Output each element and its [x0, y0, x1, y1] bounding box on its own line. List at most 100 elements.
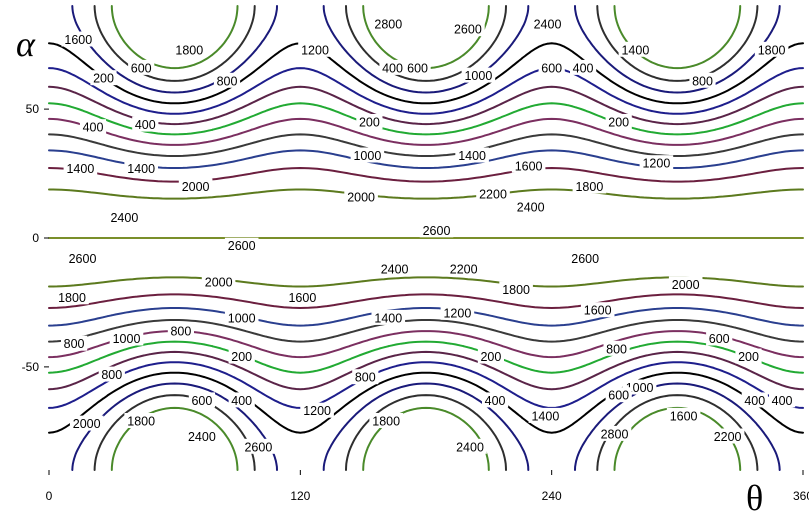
contour-label-bg [754, 41, 789, 57]
x-tick-label: 0 [46, 489, 53, 503]
contour-label: 2000 [73, 417, 101, 431]
contour-label: 2800 [601, 427, 629, 441]
contour-label-bg [178, 178, 213, 194]
contour-label: 600 [541, 61, 562, 75]
contour-label: 1800 [127, 415, 155, 429]
contour-label-bg [511, 157, 546, 173]
contour-line-400 [93, 5, 759, 471]
contour-label-bg [124, 413, 158, 428]
contour-label-bg [570, 59, 597, 75]
contour-label-bg [603, 340, 630, 356]
contour-label: 2200 [450, 262, 478, 276]
contour-label: 1000 [626, 381, 654, 395]
contour-label-bg [605, 114, 632, 129]
contour-label-bg [451, 21, 485, 37]
contour-label: 1000 [228, 311, 256, 325]
contour-label: 1200 [303, 404, 331, 418]
y-tick-label: 0 [32, 231, 39, 245]
contour-label-bg [499, 281, 533, 297]
contour-label: 200 [93, 72, 114, 86]
contour-label-bg [769, 392, 796, 408]
contour-label: 600 [709, 332, 730, 346]
contour-label: 2600 [69, 252, 97, 266]
contour-label: 1600 [670, 409, 698, 423]
contour-label: 200 [738, 350, 759, 364]
contour-label: 1800 [575, 180, 603, 194]
contour-label-bg [446, 260, 481, 276]
contour-label: 800 [170, 324, 191, 338]
contour-label-bg [241, 438, 276, 454]
contour-label-bg [61, 335, 88, 351]
contour-label: 400 [485, 394, 506, 408]
contour-label: 600 [407, 61, 428, 75]
contour-label-bg [461, 67, 496, 83]
contour-label-bg [224, 237, 259, 253]
contour-label-bg [132, 116, 159, 132]
contour-label-bg [298, 41, 332, 57]
contour-label: 2600 [454, 23, 482, 37]
contour-label: 1400 [621, 43, 649, 57]
contour-label: 2800 [374, 18, 402, 32]
contour-label-bg [666, 407, 701, 423]
contour-label: 1400 [374, 311, 402, 325]
contour-label: 800 [217, 74, 238, 88]
contour-label: 1000 [464, 69, 492, 83]
contour-label: 400 [135, 118, 156, 132]
contour-label-bg [55, 289, 89, 305]
contour-label-bg [404, 59, 431, 75]
contour-label-bg [453, 438, 487, 454]
contour-label-bg [605, 387, 632, 403]
contour-label-bg [513, 199, 548, 215]
contour-label-bg [371, 16, 406, 31]
x-tick-label: 360 [793, 489, 809, 503]
contour-label: 2400 [110, 211, 138, 225]
contour-label-bg [689, 72, 716, 88]
contour-label: 1800 [758, 43, 786, 57]
contour-label: 1200 [642, 157, 670, 171]
contour-label: 800 [64, 337, 85, 351]
axis-ticks: 0 120 240 360 50 0 -50 [22, 102, 809, 503]
contour-label: 1200 [301, 43, 329, 57]
contour-label-bg [185, 428, 219, 444]
contour-label: 2600 [423, 224, 451, 238]
contour-label: 2200 [714, 430, 742, 444]
contour-label: 400 [573, 61, 594, 75]
contour-label-bg [300, 402, 334, 418]
contour-label: 2600 [228, 239, 256, 253]
contour-label-bg [371, 309, 406, 325]
contour-label: 2600 [244, 440, 272, 454]
contour-label-bg [98, 366, 125, 382]
contour-label-bg [352, 369, 379, 385]
contour-label-bg [344, 188, 378, 204]
contour-label: 1000 [113, 332, 141, 346]
contour-labels: 2800 2600 2400 1600 1800 1200 1400 1800 600 400 60… [55, 16, 796, 454]
contour-label-bg [597, 425, 632, 441]
contour-label-bg [63, 160, 98, 176]
contour-label-bg [201, 273, 236, 289]
contour-label-bg [538, 59, 565, 75]
x-tick-label: 120 [290, 489, 310, 503]
contour-label-bg [188, 392, 215, 408]
y-axis-title: α [16, 24, 36, 64]
contour-label: 600 [608, 389, 629, 403]
contour-label: 1600 [584, 304, 612, 318]
contour-label: 1800 [372, 415, 400, 429]
contour-label: 1400 [531, 409, 559, 423]
contour-label-bg [228, 392, 255, 408]
contour-label-bg [107, 209, 142, 225]
contour-label: 2000 [182, 180, 210, 194]
contour-label-bg [379, 59, 406, 75]
contour-label: 2000 [672, 278, 700, 292]
contour-label: 1000 [353, 149, 381, 163]
contour-label: 2400 [534, 18, 562, 32]
contour-label-bg [530, 16, 565, 31]
contour-label: 600 [191, 394, 212, 408]
contour-label-bg [618, 41, 653, 57]
contour-label: 2400 [517, 201, 545, 215]
x-tick-label: 240 [542, 489, 562, 503]
contour-label-bg [172, 41, 207, 57]
contour-label: 400 [744, 394, 765, 408]
contour-label: 2600 [571, 252, 599, 266]
contour-label: 400 [382, 61, 403, 75]
